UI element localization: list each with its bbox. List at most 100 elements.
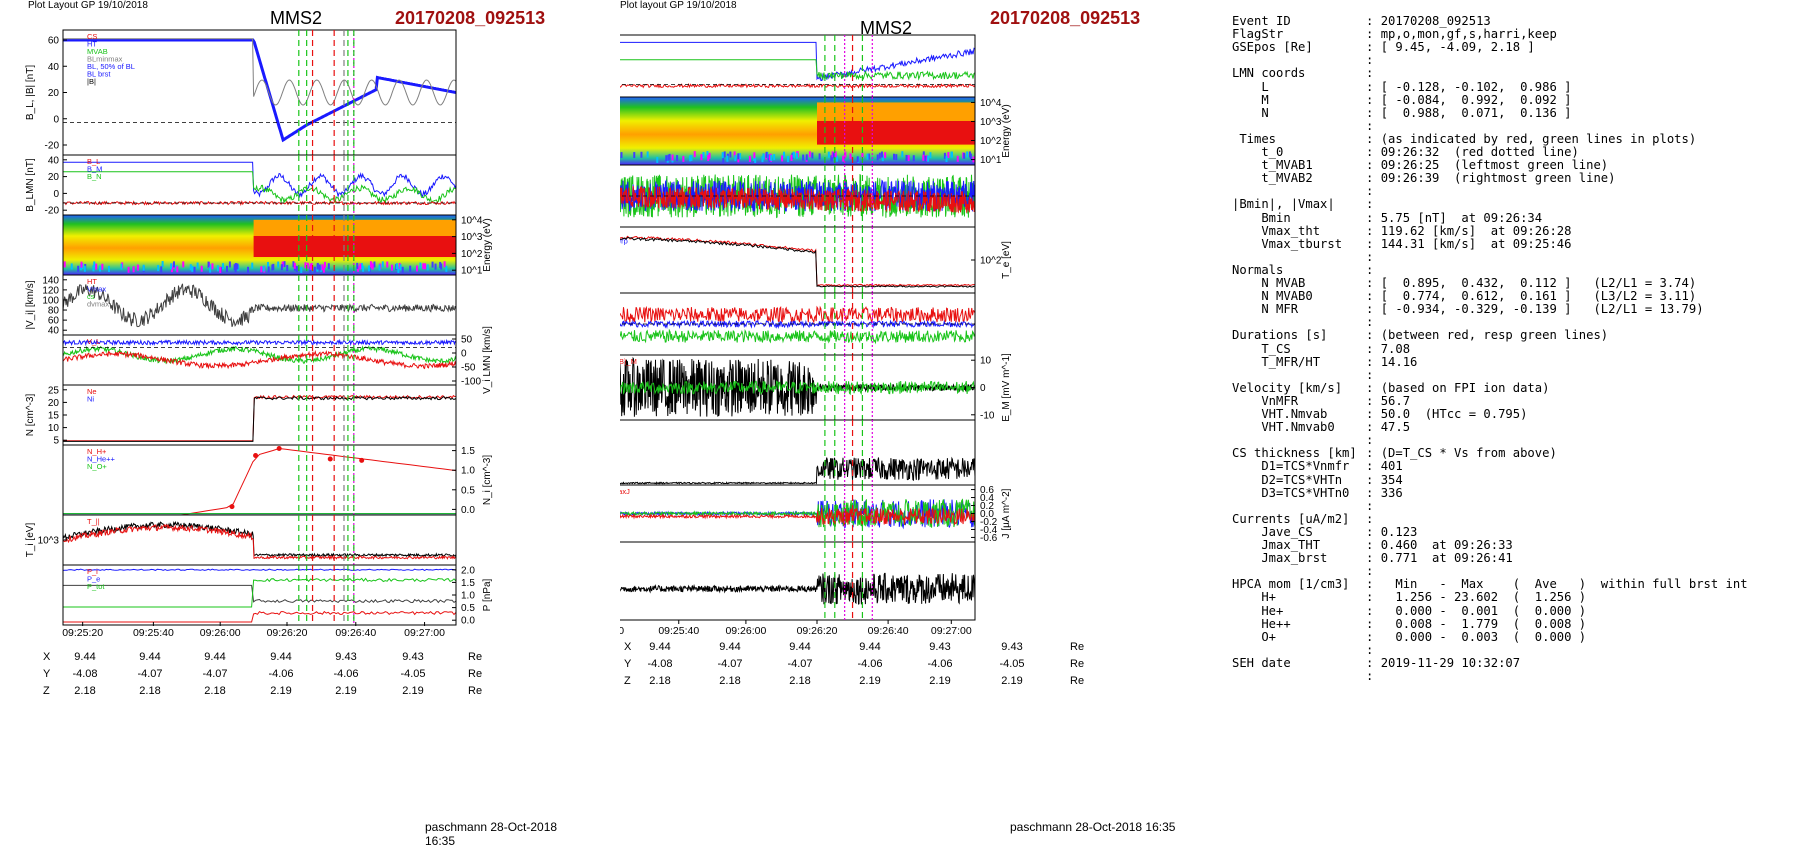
spectrogram-speckle: [207, 261, 210, 268]
y-tick-label: 20: [48, 88, 60, 99]
spectrogram-speckle: [805, 154, 808, 161]
spectrogram-speckle: [99, 265, 102, 272]
summary-colon: :: [1366, 603, 1381, 618]
x-tick-label: 09:26:00: [725, 625, 766, 637]
summary-value: 144.31 [km/s] at 09:25:46: [1380, 236, 1572, 251]
summary-colon: :: [1366, 302, 1381, 317]
summary-row: t_0: 09:26:32 (red dotted line): [1232, 145, 1579, 159]
spectrogram-speckle: [929, 152, 932, 159]
summary-value: 2019-11-29 10:32:07: [1380, 655, 1521, 670]
summary-key: Vmax_tht: [1232, 223, 1321, 238]
panel-8: 0.60.40.20.0-0.2-0.4-0.6J [µA m^-2] J_max…: [620, 484, 1012, 544]
layout-label: Plot Layout GP 19/10/2018: [28, 0, 148, 11]
summary-colon: :: [1366, 642, 1381, 657]
legend-entry: T_||: [87, 517, 100, 526]
summary-row: :: [1232, 315, 1381, 329]
spectrogram-speckle: [322, 266, 325, 273]
y-axis-label: N [cm^-3]: [25, 394, 36, 437]
summary-colon: :: [1366, 236, 1381, 251]
summary-colon: :: [1366, 498, 1381, 513]
summary-colon: :: [1366, 158, 1381, 173]
summary-row: :: [1232, 669, 1381, 683]
legend-entry: B_N: [87, 172, 102, 181]
ephemeris-value: 9.44: [204, 651, 225, 663]
ephemeris-value: -4.06: [333, 668, 358, 680]
summary-key: He++: [1232, 616, 1291, 631]
summary-key: Normals: [1232, 262, 1284, 277]
summary-value: 7.08: [1380, 341, 1411, 356]
summary-colon: :: [1366, 564, 1381, 579]
spectrogram-speckle: [834, 151, 837, 158]
y-tick-label: -100: [461, 377, 481, 388]
legend-entry: Ne: [87, 387, 97, 396]
spectrogram-speckle: [234, 263, 237, 270]
summary-colon: :: [1366, 485, 1381, 500]
summary-key: FlagStr: [1232, 27, 1284, 42]
ephemeris-value: -4.08: [647, 658, 672, 670]
summary-value: 5.75 [nT] at 09:26:34: [1380, 210, 1543, 225]
panel-5: 1050-5-10E_LMN [mV m^-1]E_LE_ME_N: [620, 292, 976, 356]
layout-label: Plot layout GP 19/10/2018: [620, 0, 737, 11]
spectrogram-speckle: [424, 263, 427, 270]
legend-entry: J_maxJ: [620, 487, 630, 496]
ephemeris-value: 9.43: [929, 641, 950, 653]
spectrogram-speckle: [360, 263, 363, 270]
summary-value: 401: [1380, 459, 1403, 474]
y-tick-label: 50: [461, 335, 473, 346]
summary-value: [ 9.45, -4.09, 2.18 ]: [1380, 40, 1535, 55]
summary-row: H+: 1.256 - 23.602 ( 1.256 ): [1232, 590, 1586, 604]
spectrogram-speckle: [127, 266, 130, 273]
spectrogram-speckle: [620, 152, 623, 159]
summary-value: 0.000 - 0.003 ( 0.000 ): [1380, 629, 1587, 644]
spectrogram-speckle: [656, 156, 659, 163]
trace: [63, 161, 457, 199]
event-summary: Event ID: 20170208_092513 FlagStr: mp,o,m…: [1232, 14, 1800, 814]
spectrogram-speckle: [399, 264, 402, 271]
y-tick-label: 10: [48, 423, 60, 434]
legend-entry: P_tot: [87, 582, 105, 591]
spectrogram-speckle: [781, 155, 784, 162]
trace: [62, 568, 457, 571]
spectrogram-speckle: [795, 152, 798, 159]
spectrogram-speckle: [161, 261, 164, 268]
trace: [62, 520, 457, 558]
panel-6: 100-10E_M [mV m^-1](VexB)_ME_M: [620, 353, 1012, 422]
summary-key: VnMFR: [1232, 393, 1299, 408]
spectrogram-speckle: [370, 262, 373, 269]
summary-key: N MVAB: [1232, 276, 1306, 290]
spectrogram-speckle: [831, 151, 834, 158]
trace: [620, 456, 976, 485]
spectrogram-speckle: [832, 152, 835, 159]
summary-key: M: [1232, 92, 1269, 107]
summary-colon: :: [1366, 79, 1381, 94]
x-tick-label: 09:25:40: [133, 627, 174, 639]
y-tick-label: 10: [980, 356, 992, 367]
spectrogram-speckle: [676, 155, 679, 162]
summary-value: (based on FPI ion data): [1380, 380, 1550, 395]
footer: paschmann 28-Oct-2018 16:35: [425, 820, 558, 848]
panel-frame: [62, 154, 457, 216]
summary-key: Velocity [km/s]: [1232, 380, 1343, 395]
spectrogram-speckle: [842, 155, 845, 162]
spectrogram-speckle: [762, 153, 765, 160]
spectrogram-speckle: [191, 265, 194, 272]
summary-row: D2=TCS*VHTn: 354: [1232, 473, 1402, 487]
y-axis-label: |V_i| [km/s]: [25, 280, 36, 329]
spectrogram-speckle: [786, 156, 789, 163]
spectrogram-speckle: [783, 151, 786, 158]
trace: [63, 577, 457, 608]
summary-key: N MFR: [1232, 302, 1299, 317]
spectrogram-speckle: [733, 151, 736, 158]
ephemeris-value: 9.44: [719, 641, 740, 653]
y-tick-label: 0: [53, 114, 59, 125]
legend-entry: T_perp: [620, 237, 628, 246]
y-tick-label: 15: [48, 411, 60, 422]
spectrogram-speckle: [723, 151, 726, 158]
panel-7: 1.5 1.0 0.5 0.0 N_i [cm^-3] N_H+N_He++N_O+: [62, 444, 493, 516]
summary-value: 09:26:32 (red dotted line): [1380, 145, 1579, 159]
spectrogram-speckle: [80, 261, 83, 268]
x-tick-label: 09:25:20: [62, 627, 103, 639]
trace: [620, 41, 976, 81]
spectrogram-speckle: [434, 263, 437, 270]
